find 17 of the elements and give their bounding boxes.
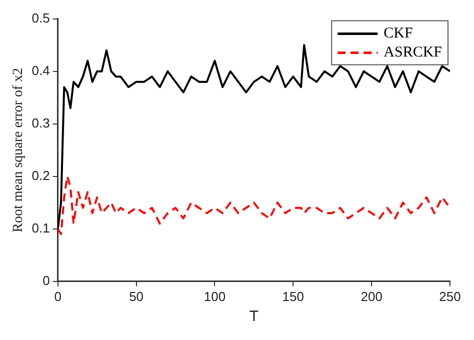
y-tick-label: 0.5 [32, 10, 50, 26]
y-tick-label: 0.2 [32, 168, 50, 183]
legend-label: ASRCKF [384, 44, 442, 61]
y-tick-label: 0.3 [32, 115, 50, 130]
x-tick-label: 0 [54, 288, 62, 304]
x-tick-label: 250 [439, 288, 461, 304]
line-series [58, 175, 450, 236]
y-tick-label: 0.4 [32, 62, 50, 78]
x-tick-label: 100 [204, 288, 226, 304]
x-axis-title: T [249, 308, 259, 326]
y-axis-title: Root mean square error of x2 [11, 68, 26, 232]
y-tick-label: 0 [42, 272, 50, 288]
x-tick-label: 200 [360, 288, 382, 304]
legend-label: CKF [384, 26, 413, 42]
x-tick-label: 50 [129, 288, 144, 304]
x-tick-label: 150 [282, 288, 304, 304]
y-tick-label: 0.1 [32, 220, 50, 236]
